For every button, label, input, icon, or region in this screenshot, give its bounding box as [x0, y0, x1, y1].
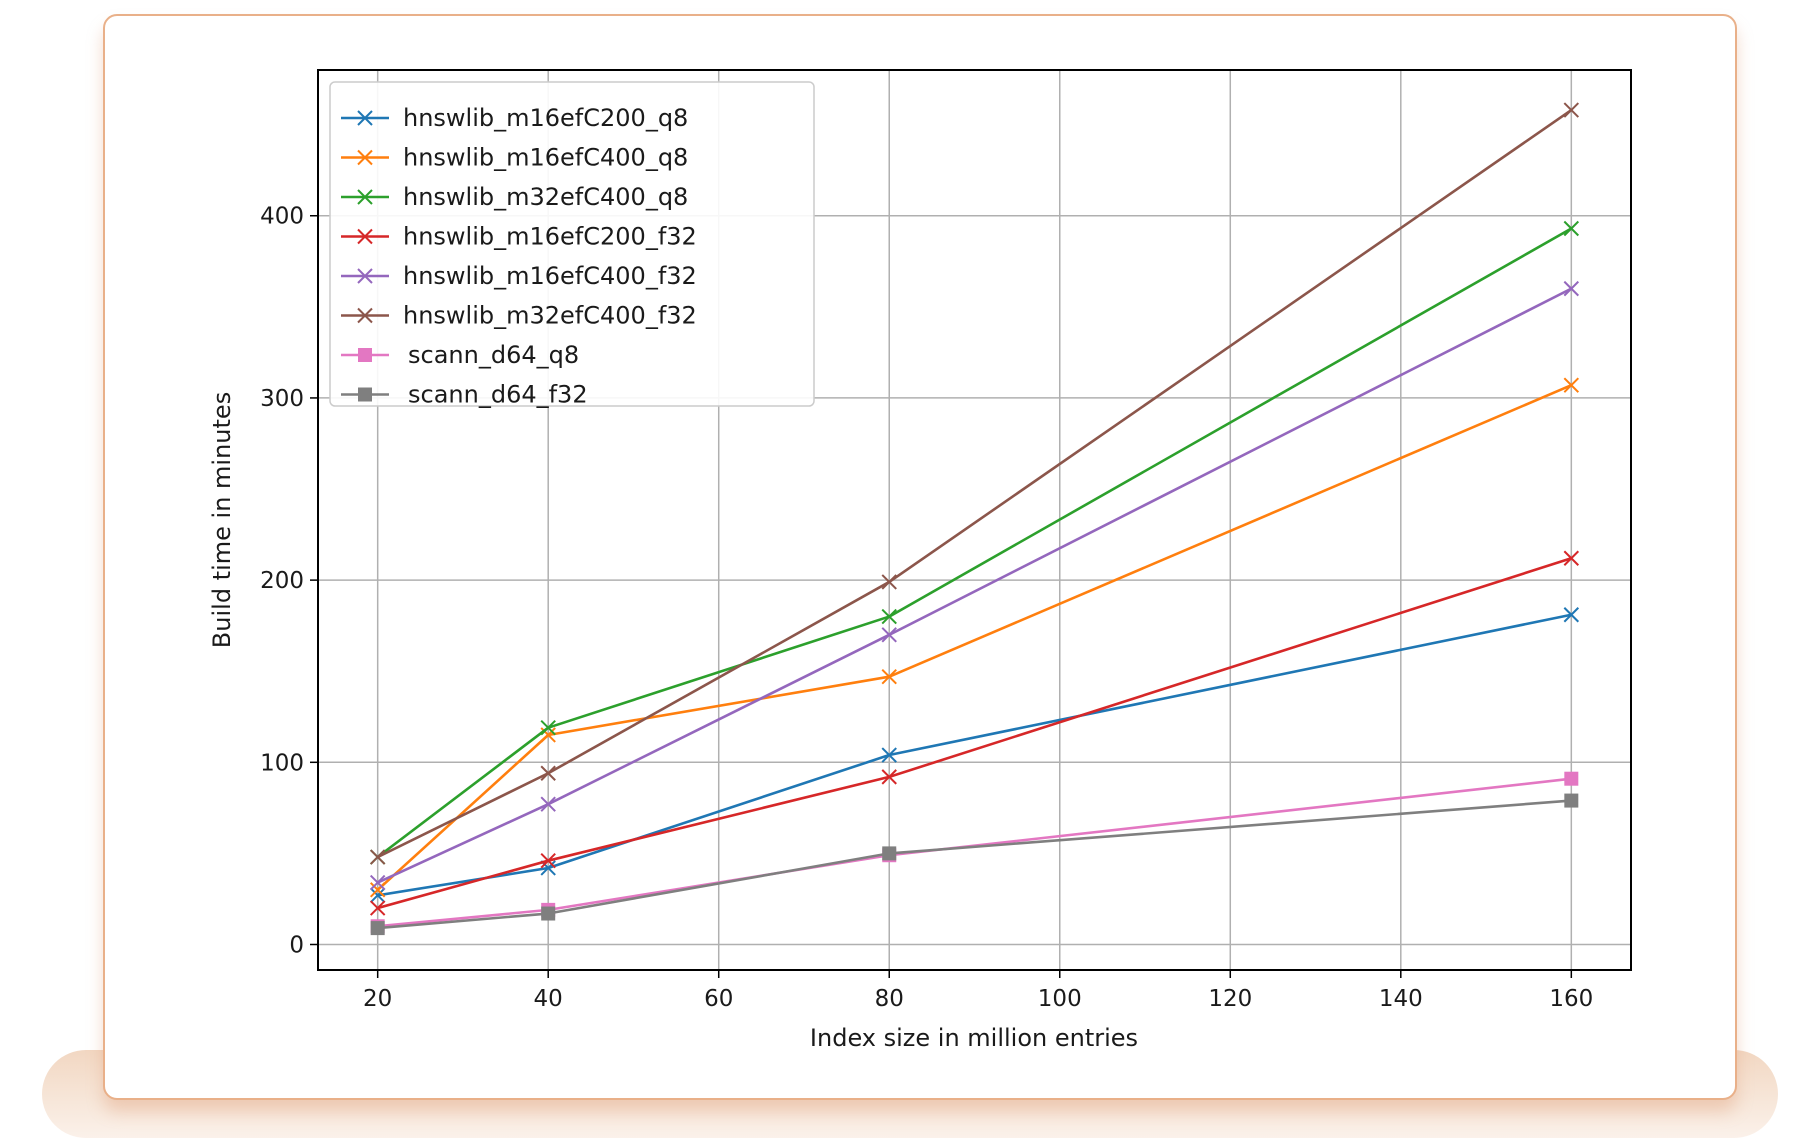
legend-marker-4 — [357, 268, 373, 284]
data-point-3-1 — [540, 852, 556, 869]
legend-label-0: hnswlib_m16efC200_q8 — [403, 104, 688, 132]
data-point-0-2 — [881, 747, 897, 763]
data-point-0-3 — [1563, 607, 1580, 623]
legend: hnswlib_m16efC200_q8 hnswlib_m16efC400_q8… — [329, 81, 815, 409]
data-point-1-3 — [1563, 377, 1580, 393]
series-3 — [369, 550, 1580, 916]
legend-item-0: hnswlib_m16efC200_q8 — [341, 104, 688, 132]
series-line-0 — [377, 613, 1572, 897]
x-tick-label-6: 140 — [1379, 986, 1423, 1012]
y-tick-label-0: 0 — [289, 932, 304, 958]
data-point-2-3 — [1563, 220, 1580, 237]
series-line-4 — [377, 287, 1572, 884]
legend-marker-7 — [358, 387, 372, 402]
data-point-2-2 — [881, 608, 897, 625]
plot-frame — [317, 69, 1632, 971]
legend-marker-3 — [357, 228, 373, 245]
legend-label-1: hnswlib_m16efC400_q8 — [403, 144, 688, 172]
data-point-0-0 — [369, 887, 386, 904]
legend-item-2: hnswlib_m32efC400_q8 — [341, 183, 688, 211]
x-tick-label-3: 80 — [875, 986, 904, 1012]
data-point-7-1 — [541, 906, 556, 921]
data-point-4-3 — [1563, 280, 1580, 297]
legend-marker-1 — [357, 149, 373, 166]
data-point-4-1 — [540, 796, 556, 812]
legend-label-6: scann_d64_q8 — [408, 341, 579, 369]
legend-marker-5 — [357, 307, 373, 324]
x-tick-label-7: 160 — [1549, 986, 1593, 1012]
y-tick-label-2: 200 — [260, 568, 304, 594]
data-point-7-2 — [882, 846, 897, 861]
data-point-4-2 — [881, 627, 897, 643]
data-point-7-3 — [1564, 793, 1579, 808]
data-point-7-0 — [370, 921, 385, 936]
x-axis-label: Index size in million entries — [810, 1024, 1138, 1052]
y-tick-label-1: 100 — [260, 750, 304, 776]
x-tick-label-2: 60 — [704, 986, 733, 1012]
legend-label-5: hnswlib_m32efC400_f32 — [403, 302, 697, 330]
data-point-5-1 — [540, 765, 556, 781]
data-point-3-2 — [881, 769, 897, 785]
series-1 — [369, 377, 1580, 898]
legend-label-3: hnswlib_m16efC200_f32 — [403, 223, 697, 251]
legend-item-3: hnswlib_m16efC200_f32 — [341, 223, 697, 251]
legend-item-7: scann_d64_f32 — [341, 381, 588, 409]
series-line-2 — [376, 227, 1572, 859]
series-0 — [369, 607, 1580, 904]
y-tick-label-4: 400 — [260, 204, 304, 230]
series-4 — [369, 280, 1580, 891]
series-7 — [370, 793, 1579, 936]
series-line-7 — [377, 799, 1572, 930]
data-point-5-2 — [881, 574, 897, 590]
x-tick-label-4: 100 — [1038, 986, 1082, 1012]
data-point-4-0 — [369, 874, 386, 891]
line-chart: 20 40 60 80 100 120 140 160 0 100 200 300 400 Index … — [208, 69, 1632, 1052]
data-point-3-0 — [369, 900, 386, 916]
legend-item-4: hnswlib_m16efC400_f32 — [341, 262, 697, 290]
x-tick-label-1: 40 — [534, 986, 563, 1012]
data-point-5-3 — [1563, 102, 1580, 118]
series-5 — [369, 102, 1580, 865]
axis-ticks: 20 40 60 80 100 120 140 160 0 100 200 300 400 — [260, 204, 1593, 1012]
legend-item-6: scann_d64_q8 — [341, 341, 579, 369]
legend-label-7: scann_d64_f32 — [408, 381, 588, 409]
data-point-1-0 — [369, 882, 386, 898]
data-point-3-3 — [1563, 550, 1580, 566]
legend-marker-6 — [358, 348, 372, 362]
legend-label-2: hnswlib_m32efC400_q8 — [403, 183, 688, 211]
series-line-3 — [377, 557, 1572, 910]
legend-box — [329, 81, 815, 407]
y-tick-label-3: 300 — [260, 386, 304, 412]
data-point-1-2 — [881, 668, 897, 685]
legend-marker-0 — [357, 110, 373, 126]
series-line-1 — [376, 383, 1572, 891]
legend-item-5: hnswlib_m32efC400_f32 — [341, 302, 697, 330]
legend-item-1: hnswlib_m16efC400_q8 — [341, 144, 688, 172]
series-line-5 — [377, 109, 1573, 859]
x-tick-label-5: 120 — [1208, 986, 1252, 1012]
data-point-2-1 — [540, 719, 556, 736]
legend-marker-2 — [357, 189, 373, 205]
chart-card: 20 40 60 80 100 120 140 160 0 100 200 300 400 Index … — [103, 14, 1737, 1100]
y-axis-label: Build time in minutes — [208, 392, 236, 648]
x-tick-label-0: 20 — [363, 986, 392, 1012]
data-point-5-0 — [369, 849, 386, 865]
data-point-6-3 — [1564, 771, 1579, 786]
legend-label-4: hnswlib_m16efC400_f32 — [403, 262, 697, 290]
series-group — [369, 102, 1580, 936]
